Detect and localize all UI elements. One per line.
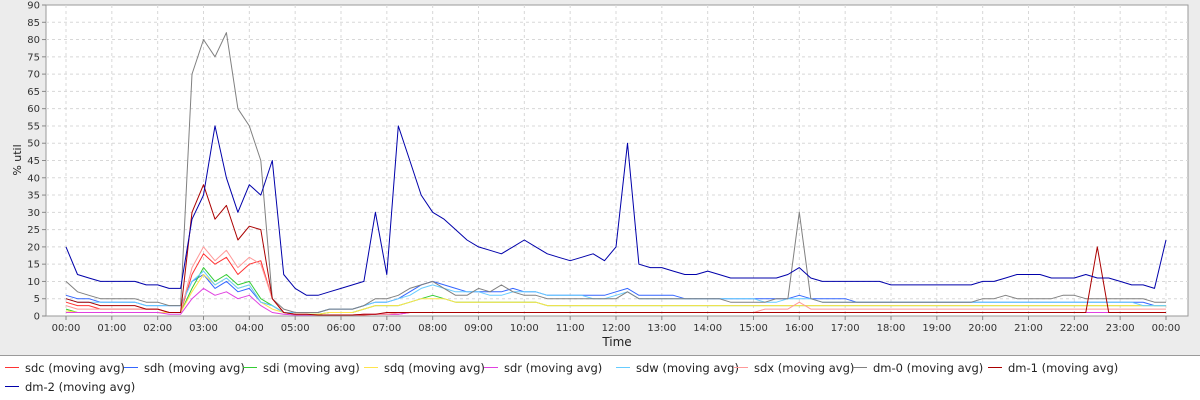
x-tick-label: 23:00	[1106, 323, 1135, 334]
legend-swatch	[853, 367, 867, 368]
y-tick-label: 60	[27, 104, 40, 115]
y-tick-label: 20	[27, 242, 40, 253]
legend-swatch	[364, 367, 378, 368]
legend-item: sdq (moving avg)	[364, 361, 485, 375]
y-tick-label: 30	[27, 208, 40, 219]
legend-label: sdw (moving avg)	[636, 361, 739, 375]
legend-item: sdw (moving avg)	[616, 361, 739, 375]
x-tick-label: 04:00	[235, 323, 264, 334]
x-axis: 00:00 01:00 02:00 03:00 04:00 05:00 06:00 07:00…	[52, 316, 1181, 334]
x-tick-label: 18:00	[877, 323, 906, 334]
legend-item: sdc (moving avg)	[5, 361, 125, 375]
x-tick-label: 06:00	[327, 323, 356, 334]
x-tick-label: 09:00	[464, 323, 493, 334]
x-tick-label: 10:00	[510, 323, 539, 334]
legend-item: sdr (moving avg)	[484, 361, 602, 375]
x-tick-label: 19:00	[922, 323, 951, 334]
gridlines	[46, 5, 1188, 316]
chart: 0 5 10 15 20 25 30 35 40 45 50 55 60 65 70 75 80 85 90 00:…	[11, 1, 1189, 349]
y-tick-label: 50	[27, 139, 40, 150]
legend-item: sdh (moving avg)	[124, 361, 245, 375]
legend-item: dm-0 (moving avg)	[853, 361, 983, 375]
series-line-sdw	[65, 270, 1166, 313]
y-tick-label: 40	[27, 173, 40, 184]
y-tick-label: 35	[27, 191, 40, 202]
legend-swatch	[124, 367, 138, 368]
legend-swatch	[5, 386, 19, 387]
legend-label: sdq (moving avg)	[384, 361, 485, 375]
series-line-dm-0	[65, 32, 1166, 313]
x-tick-label: 17:00	[831, 323, 860, 334]
x-tick-label: 00:00	[1152, 323, 1181, 334]
x-tick-label: 15:00	[739, 323, 768, 334]
legend-label: sdi (moving avg)	[263, 361, 360, 375]
y-tick-label: 15	[27, 260, 40, 271]
y-tick-label: 45	[27, 156, 40, 167]
legend: sdc (moving avg) sdh (moving avg) sdi (mov…	[0, 355, 1200, 400]
legend-label: sdx (moving avg)	[754, 361, 855, 375]
x-tick-label: 21:00	[1014, 323, 1043, 334]
y-axis: 0 5 10 15 20 25 30 35 40 45 50 55 60 65 70 75 80 85 90	[27, 1, 46, 323]
legend-swatch	[988, 367, 1002, 368]
legend-swatch	[484, 367, 498, 368]
x-tick-label: 14:00	[693, 323, 722, 334]
y-tick-label: 5	[34, 294, 40, 305]
series-lines	[65, 32, 1167, 316]
legend-swatch	[616, 367, 630, 368]
x-tick-label: 05:00	[281, 323, 310, 334]
y-tick-label: 25	[27, 225, 40, 236]
legend-label: sdc (moving avg)	[25, 361, 125, 375]
y-axis-label: % util	[11, 144, 24, 175]
legend-item: sdx (moving avg)	[734, 361, 854, 375]
legend-swatch	[5, 367, 19, 368]
legend-item: sdi (moving avg)	[243, 361, 360, 375]
y-tick-label: 75	[27, 52, 40, 63]
x-tick-label: 12:00	[602, 323, 631, 334]
y-tick-label: 55	[27, 121, 40, 132]
legend-label: dm-2 (moving avg)	[25, 380, 136, 394]
legend-label: dm-1 (moving avg)	[1008, 361, 1119, 375]
series-line-dm-2	[65, 125, 1167, 296]
x-tick-label: 16:00	[785, 323, 814, 334]
x-tick-label: 03:00	[189, 323, 218, 334]
legend-label: sdh (moving avg)	[144, 361, 245, 375]
legend-label: dm-0 (moving avg)	[873, 361, 984, 375]
legend-label: sdr (moving avg)	[504, 361, 603, 375]
legend-item: dm-1 (moving avg)	[988, 361, 1118, 375]
legend-swatch	[734, 367, 748, 368]
x-tick-label: 22:00	[1060, 323, 1089, 334]
x-tick-label: 13:00	[647, 323, 676, 334]
x-tick-label: 11:00	[556, 323, 585, 334]
y-tick-label: 80	[27, 35, 40, 46]
x-tick-label: 07:00	[372, 323, 401, 334]
series-line-dm-1	[65, 184, 1166, 316]
y-tick-label: 70	[27, 70, 40, 81]
legend-swatch	[243, 367, 257, 368]
y-tick-label: 85	[27, 18, 40, 29]
y-tick-label: 0	[34, 312, 40, 323]
x-axis-label: Time	[601, 335, 631, 349]
legend-item: dm-2 (moving avg)	[5, 380, 135, 394]
x-tick-label: 00:00	[52, 323, 81, 334]
y-tick-label: 10	[27, 277, 40, 288]
x-tick-label: 20:00	[968, 323, 997, 334]
x-tick-label: 02:00	[143, 323, 172, 334]
y-tick-label: 90	[27, 1, 40, 12]
x-tick-label: 08:00	[418, 323, 447, 334]
y-tick-label: 65	[27, 87, 40, 98]
x-tick-label: 01:00	[97, 323, 126, 334]
